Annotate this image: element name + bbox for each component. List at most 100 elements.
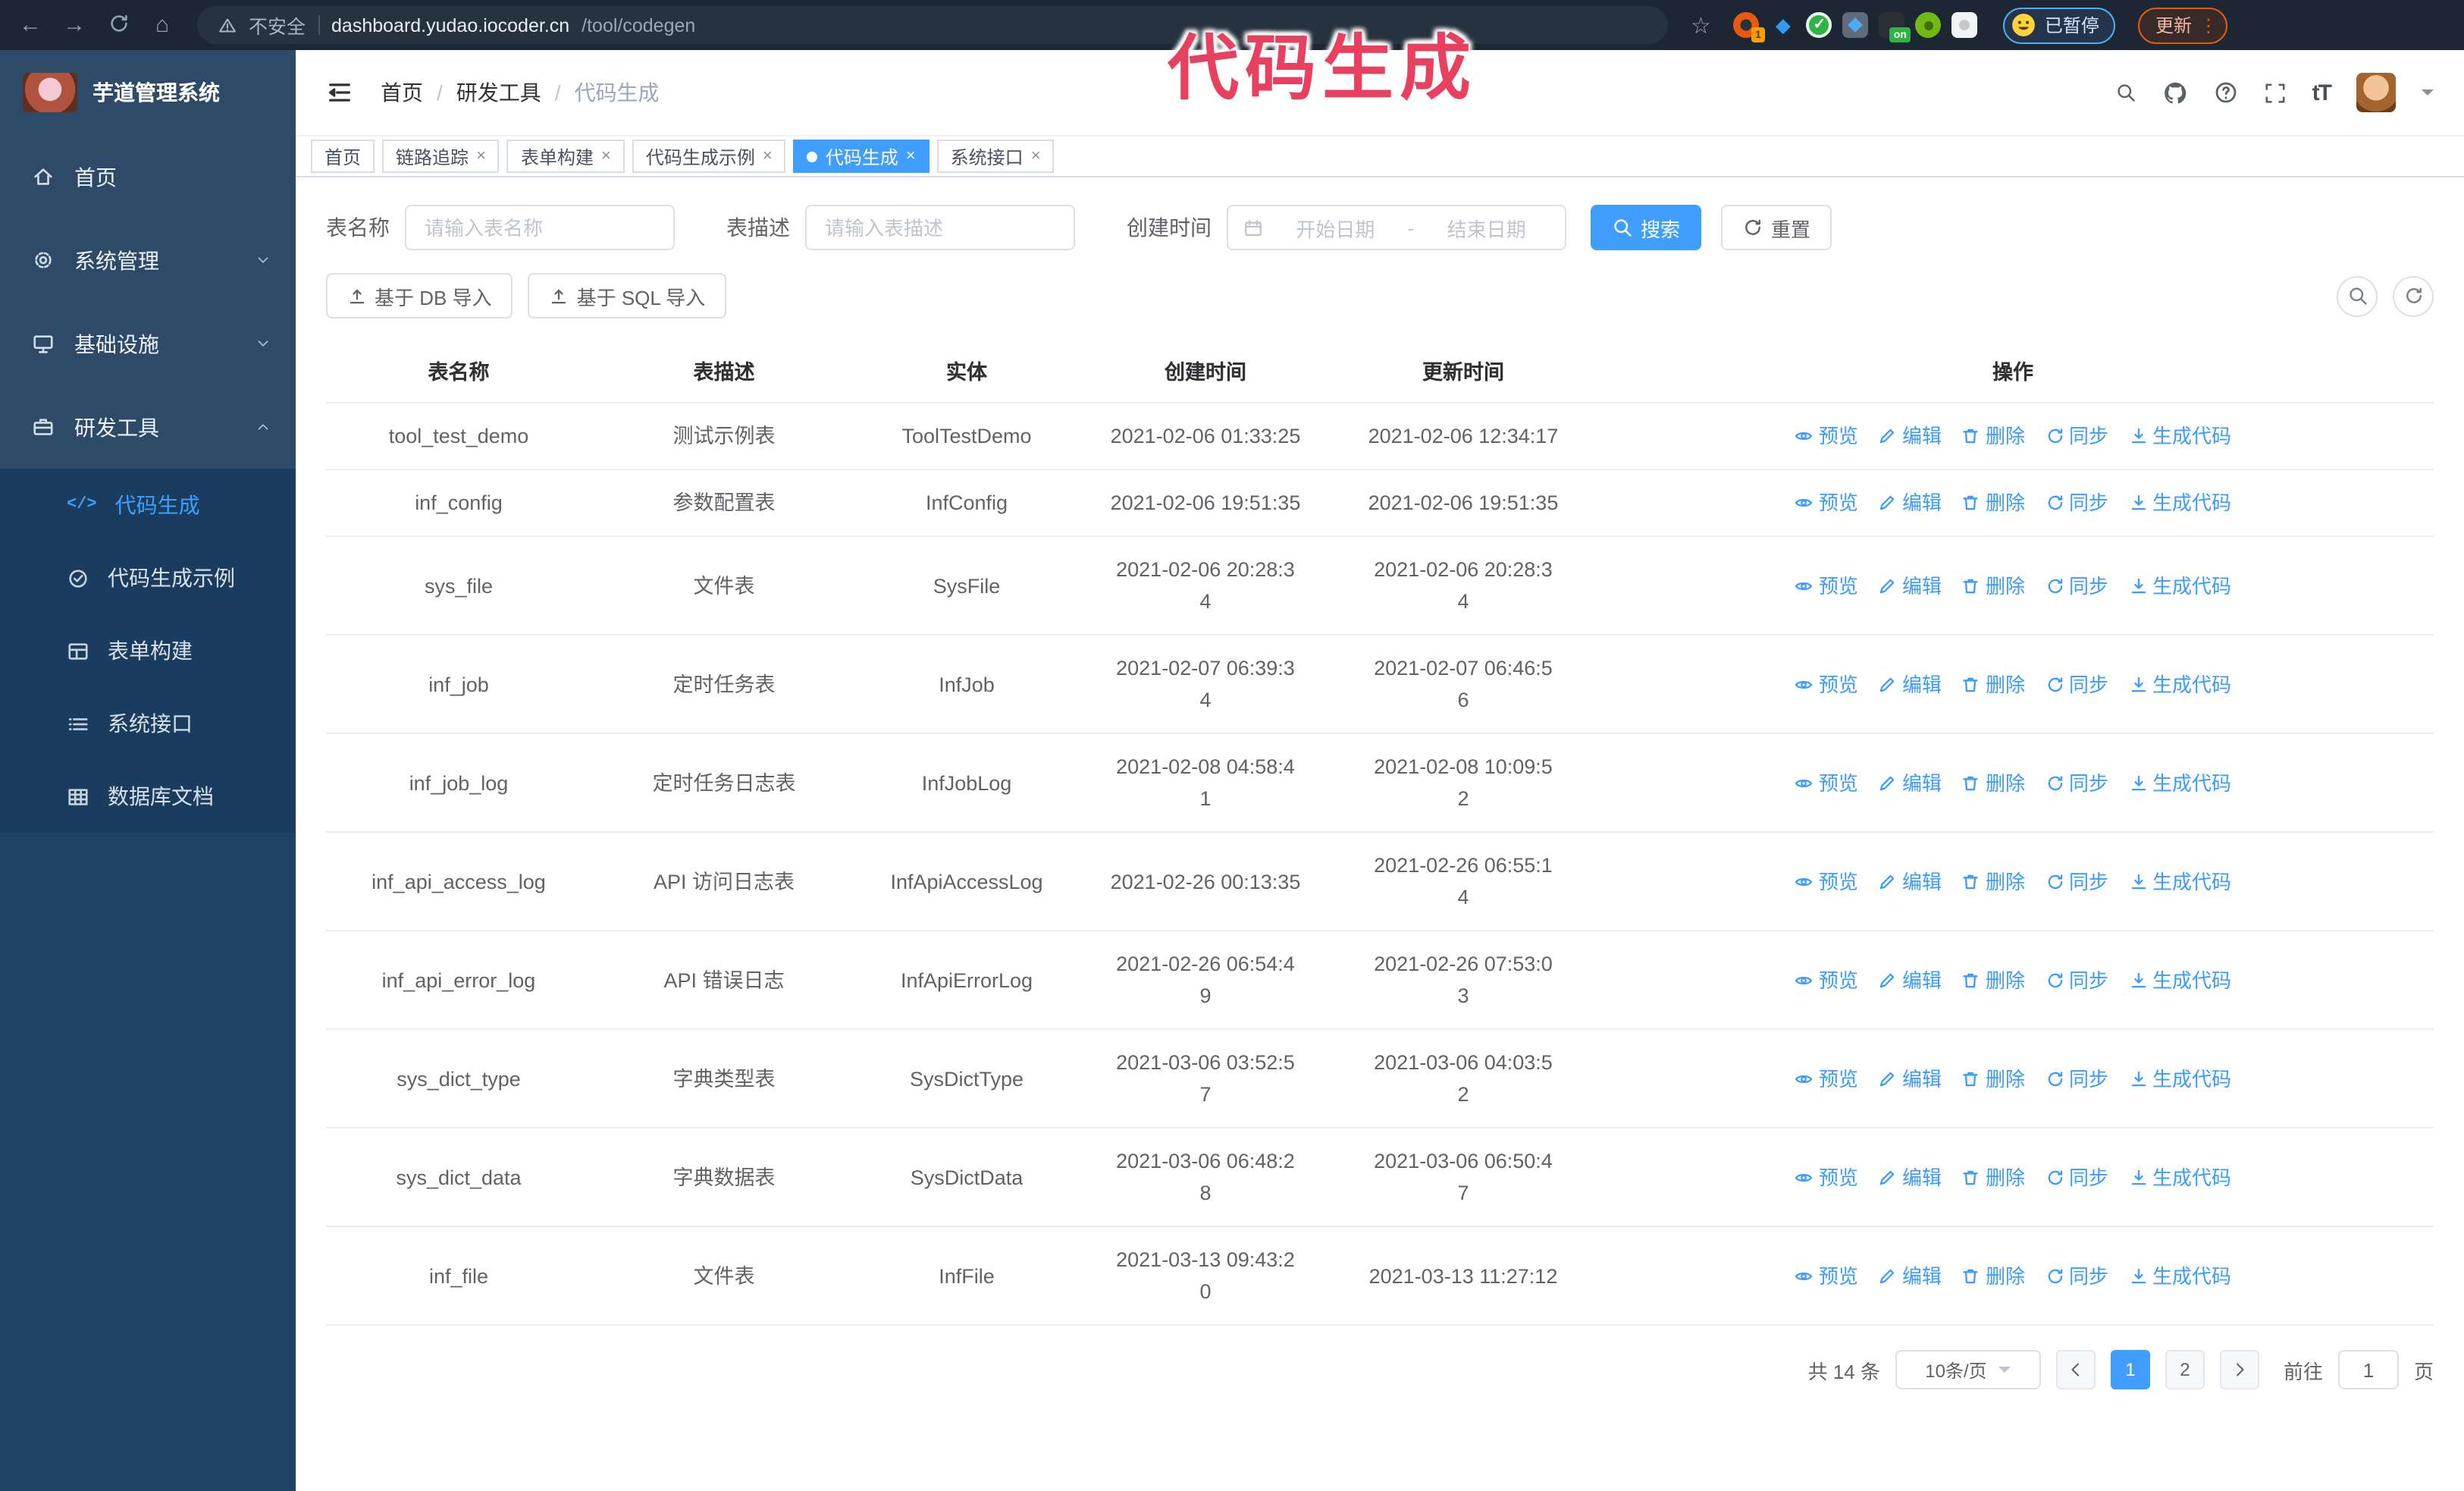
import-sql-button[interactable]: 基于 SQL 导入 [528,273,727,319]
generate-link[interactable]: 生成代码 [2128,964,2231,996]
import-db-button[interactable]: 基于 DB 导入 [326,273,513,319]
edit-link[interactable]: 编辑 [1878,865,1942,897]
sidebar-item-infra[interactable]: 基础设施 [0,302,296,385]
generate-link[interactable]: 生成代码 [2128,1063,2231,1094]
page-size-select[interactable]: 10条/页 [1895,1350,2041,1389]
address-bar[interactable]: 不安全 dashboard.yudao.iocoder.cn/tool/code… [197,6,1668,44]
edit-link[interactable]: 编辑 [1878,570,1942,601]
sync-link[interactable]: 同步 [2045,668,2108,700]
sidebar-subitem-2[interactable]: 表单构建 [0,614,296,687]
github-icon[interactable] [2162,80,2188,105]
preview-link[interactable]: 预览 [1795,1063,1858,1094]
user-avatar[interactable] [2356,73,2396,112]
edit-link[interactable]: 编辑 [1878,420,1942,452]
edit-link[interactable]: 编辑 [1878,487,1942,519]
sync-link[interactable]: 同步 [2045,767,2108,799]
preview-link[interactable]: 预览 [1795,865,1858,897]
green-pet-extension-icon[interactable] [1915,12,1942,38]
reset-button[interactable]: 重置 [1721,205,1832,250]
sync-link[interactable]: 同步 [2045,1260,2108,1292]
generate-link[interactable]: 生成代码 [2128,865,2231,897]
delete-link[interactable]: 删除 [1961,487,2025,519]
sync-link[interactable]: 同步 [2045,964,2108,996]
tab-1[interactable]: 链路追踪 × [382,140,500,173]
grid-extension-icon[interactable] [1842,12,1869,38]
preview-link[interactable]: 预览 [1795,1161,1858,1193]
hamburger-icon[interactable] [326,79,353,106]
table-desc-input[interactable] [805,205,1075,250]
close-icon[interactable]: × [762,146,773,165]
delete-link[interactable]: 删除 [1961,964,2025,996]
logo[interactable]: 芋道管理系统 [0,50,296,135]
generate-link[interactable]: 生成代码 [2128,767,2231,799]
tab-4[interactable]: 代码生成 × [793,140,929,173]
delete-link[interactable]: 删除 [1961,1161,2025,1193]
goto-page-input[interactable] [2337,1350,2399,1389]
prev-page-button[interactable] [2055,1350,2096,1389]
preview-link[interactable]: 预览 [1795,668,1858,700]
edit-link[interactable]: 编辑 [1878,1260,1942,1292]
sync-link[interactable]: 同步 [2045,420,2108,452]
bookmark-star-icon[interactable]: ☆ [1691,13,1711,39]
puzzle-extensions-icon[interactable] [1951,12,1978,38]
sidebar-subitem-0[interactable]: </> 代码生成 [0,469,296,541]
toggle-search-button[interactable] [2337,275,2378,316]
generate-link[interactable]: 生成代码 [2128,1260,2231,1292]
edit-link[interactable]: 编辑 [1878,767,1942,799]
preview-link[interactable]: 预览 [1795,487,1858,519]
delete-link[interactable]: 删除 [1961,865,2025,897]
sidebar-item-devtools[interactable]: 研发工具 [0,385,296,469]
sidebar-subitem-3[interactable]: 系统接口 [0,687,296,760]
gem-extension-icon[interactable]: ◆ [1775,13,1791,36]
delete-link[interactable]: 删除 [1961,570,2025,601]
close-icon[interactable]: × [905,146,916,165]
tab-0[interactable]: 首页 [311,140,375,173]
preview-link[interactable]: 预览 [1795,767,1858,799]
sidebar-subitem-4[interactable]: 数据库文档 [0,760,296,833]
delete-link[interactable]: 删除 [1961,668,2025,700]
browser-menu-icon[interactable]: ⋮ [2199,14,2218,36]
browser-back-icon[interactable]: ← [19,12,42,38]
sync-link[interactable]: 同步 [2045,1161,2108,1193]
edit-link[interactable]: 编辑 [1878,964,1942,996]
table-name-input[interactable] [405,205,675,250]
browser-forward-icon[interactable]: → [63,12,86,38]
page-button-1[interactable]: 1 [2110,1350,2150,1389]
fullscreen-icon[interactable] [2264,81,2287,104]
edit-link[interactable]: 编辑 [1878,1063,1942,1094]
edit-link[interactable]: 编辑 [1878,668,1942,700]
close-icon[interactable]: × [600,146,611,165]
delete-link[interactable]: 删除 [1961,1063,2025,1094]
next-page-button[interactable] [2219,1350,2259,1389]
generate-link[interactable]: 生成代码 [2128,487,2231,519]
search-icon[interactable] [2115,82,2136,103]
sync-link[interactable]: 同步 [2045,487,2108,519]
browser-reload-icon[interactable] [103,11,133,39]
delete-link[interactable]: 删除 [1961,1260,2025,1292]
edit-link[interactable]: 编辑 [1878,1161,1942,1193]
sidebar-item-system[interactable]: 系统管理 [0,218,296,302]
browser-home-icon[interactable]: ⌂ [155,12,170,38]
dark-extension-icon[interactable]: on [1879,12,1911,42]
preview-link[interactable]: 预览 [1795,964,1858,996]
sync-link[interactable]: 同步 [2045,865,2108,897]
green-check-extension-icon[interactable]: ✓ [1806,12,1832,38]
sidebar-item-home[interactable]: 首页 [0,135,296,218]
page-button-2[interactable]: 2 [2165,1350,2205,1389]
update-browser-button[interactable]: 更新 ⋮ [2138,7,2228,43]
preview-link[interactable]: 预览 [1795,1260,1858,1292]
search-button[interactable]: 搜索 [1591,205,1702,250]
help-icon[interactable] [2214,80,2238,105]
close-icon[interactable]: × [1030,146,1041,165]
sync-link[interactable]: 同步 [2045,1063,2108,1094]
delete-link[interactable]: 删除 [1961,420,2025,452]
preview-link[interactable]: 预览 [1795,570,1858,601]
delete-link[interactable]: 删除 [1961,767,2025,799]
tab-5[interactable]: 系统接口 × [936,140,1055,173]
paused-extension-button[interactable]: 已暂停 [2003,7,2116,43]
orange-extension-icon[interactable]: 1 [1733,12,1766,42]
font-size-icon[interactable]: tT [2312,80,2332,105]
generate-link[interactable]: 生成代码 [2128,420,2231,452]
refresh-table-button[interactable] [2393,275,2434,316]
generate-link[interactable]: 生成代码 [2128,668,2231,700]
